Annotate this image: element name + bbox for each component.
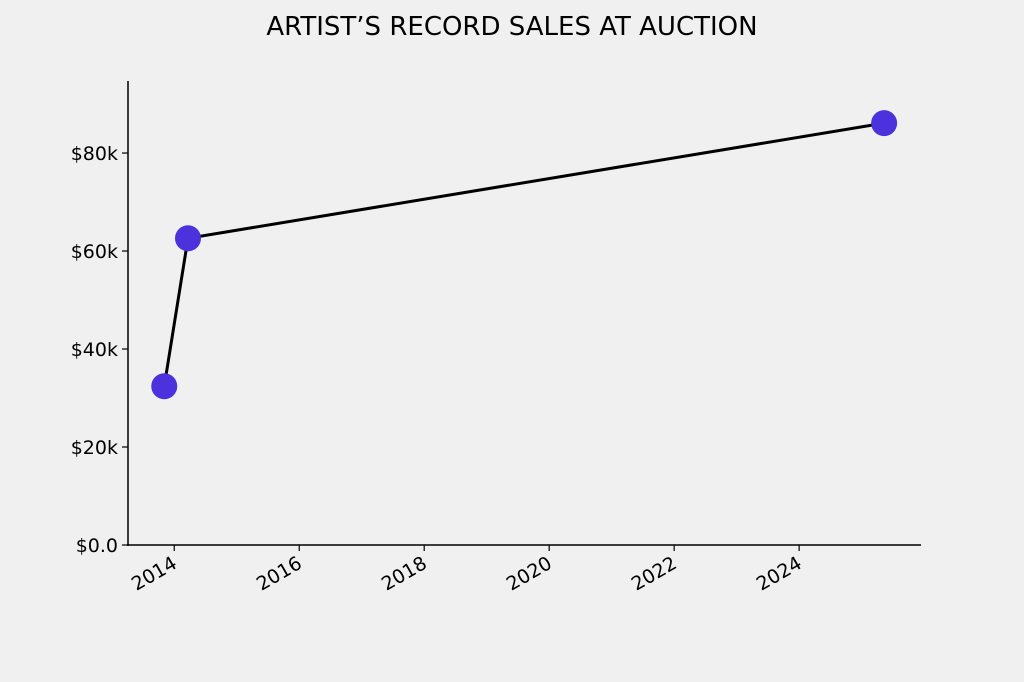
- y-tick-label: $60k: [71, 241, 118, 263]
- point: [151, 373, 178, 400]
- point: [174, 225, 201, 252]
- point: [871, 110, 898, 137]
- y-tick-label: $80k: [71, 143, 118, 165]
- y-tick-label: $0.0: [76, 535, 118, 557]
- y-tick-label: $40k: [71, 339, 118, 361]
- y-tick-label: $20k: [71, 437, 118, 459]
- chart-title: ARTIST’S RECORD SALES AT AUCTION: [266, 12, 757, 42]
